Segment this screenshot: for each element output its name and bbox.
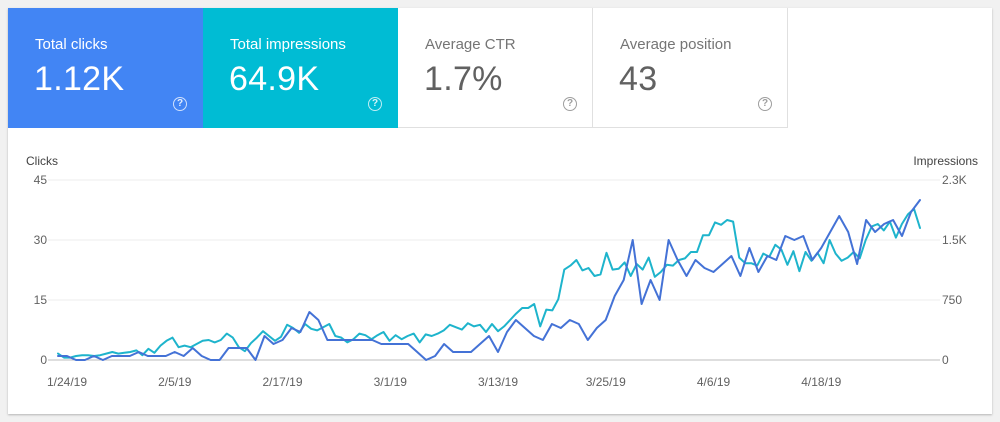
average-position-label: Average position (620, 36, 732, 53)
clicks-series-line (57, 199, 921, 361)
total-impressions-label: Total impressions (230, 36, 346, 53)
x-tick-label: 3/13/19 (478, 375, 518, 389)
average-ctr-tile[interactable]: Average CTR 1.7% ? (398, 8, 593, 128)
left-tick-label: 45 (34, 173, 48, 187)
right-tick-label: 750 (942, 293, 962, 307)
right-tick-label: 1.5K (942, 233, 967, 247)
total-impressions-value: 64.9K (229, 60, 320, 98)
performance-card: Total clicks 1.12K ? Total impressions 6… (8, 8, 992, 414)
left-tick-label: 0 (40, 353, 47, 367)
total-clicks-tile[interactable]: Total clicks 1.12K ? (8, 8, 203, 128)
average-position-value: 43 (619, 60, 658, 98)
x-tick-label: 4/18/19 (801, 375, 841, 389)
left-tick-label: 30 (34, 233, 48, 247)
chart-grid (48, 179, 940, 361)
x-tick-label: 2/17/19 (262, 375, 302, 389)
left-axis-ticks: 0 15 30 45 (34, 173, 48, 367)
x-tick-label: 3/25/19 (586, 375, 626, 389)
total-impressions-tile[interactable]: Total impressions 64.9K ? (203, 8, 398, 128)
total-clicks-value: 1.12K (34, 60, 125, 98)
average-ctr-value: 1.7% (424, 60, 503, 98)
left-tick-label: 15 (34, 293, 48, 307)
x-tick-label: 4/6/19 (697, 375, 731, 389)
x-tick-label: 1/24/19 (47, 375, 87, 389)
help-icon[interactable]: ? (758, 97, 772, 111)
metric-tiles: Total clicks 1.12K ? Total impressions 6… (8, 8, 988, 128)
chart-lines (57, 199, 921, 361)
x-tick-label: 3/1/19 (374, 375, 408, 389)
x-tick-label: 2/5/19 (158, 375, 192, 389)
impressions-series-line (57, 207, 921, 359)
x-axis-ticks: 1/24/19 2/5/19 2/17/19 3/1/19 3/13/19 3/25/19… (47, 375, 842, 389)
right-tick-label: 2.3K (942, 173, 967, 187)
right-tick-label: 0 (942, 353, 949, 367)
right-axis-ticks: 0 750 1.5K 2.3K (942, 173, 967, 367)
help-icon[interactable]: ? (173, 97, 187, 111)
total-clicks-label: Total clicks (35, 36, 108, 53)
right-axis-title: Impressions (913, 154, 978, 168)
help-icon[interactable]: ? (368, 97, 382, 111)
left-axis-title: Clicks (26, 154, 58, 168)
average-ctr-label: Average CTR (425, 36, 516, 53)
average-position-tile[interactable]: Average position 43 ? (593, 8, 788, 128)
help-icon[interactable]: ? (563, 97, 577, 111)
